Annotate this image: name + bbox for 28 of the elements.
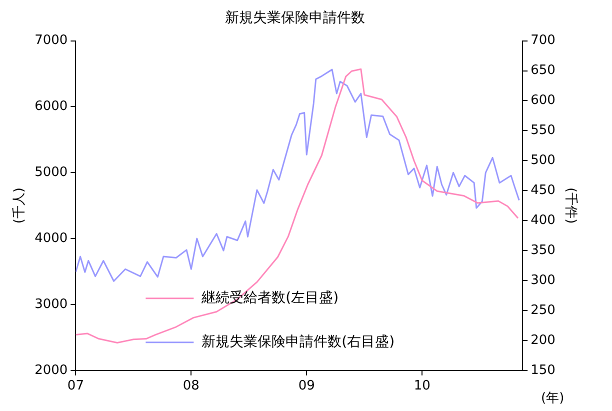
y2-tick-label: 250	[530, 302, 556, 318]
y2-tick-label: 300	[530, 272, 556, 288]
y2-tick-label: 600	[530, 93, 556, 108]
y-tick-label: 7000	[34, 33, 68, 48]
y2-tick-label: 150	[530, 362, 556, 378]
x-tick-label: 09	[298, 378, 315, 394]
y2-tick-label: 550	[530, 123, 556, 138]
x-tick-label: 10	[414, 378, 430, 394]
y-axis-title: (千人)	[12, 188, 28, 224]
chart-title: 新規失業保険申請件数	[225, 10, 365, 26]
legend-label: 新規失業保険申請件数(右目盛)	[202, 334, 395, 350]
y2-tick-label: 700	[530, 33, 556, 48]
x-tick-label: 07	[67, 378, 84, 394]
y-tick-label: 5000	[34, 165, 68, 180]
y-tick-label: 2000	[34, 362, 68, 378]
y-tick-label: 4000	[34, 230, 68, 246]
y2-axis-title: (千件)	[562, 188, 578, 224]
legend-label: 継続受給者数(左目盛)	[200, 290, 339, 306]
x-axis-title: (年)	[541, 390, 564, 406]
y-tick-label: 3000	[34, 296, 68, 312]
y2-tick-label: 350	[530, 242, 556, 258]
y2-tick-label: 200	[530, 332, 556, 348]
y2-tick-label: 450	[530, 182, 556, 198]
y-tick-label: 6000	[34, 99, 68, 114]
y2-tick-label: 500	[530, 153, 556, 168]
y2-tick-label: 650	[530, 63, 556, 78]
x-tick-label: 08	[182, 378, 200, 394]
y2-tick-label: 400	[530, 212, 556, 228]
